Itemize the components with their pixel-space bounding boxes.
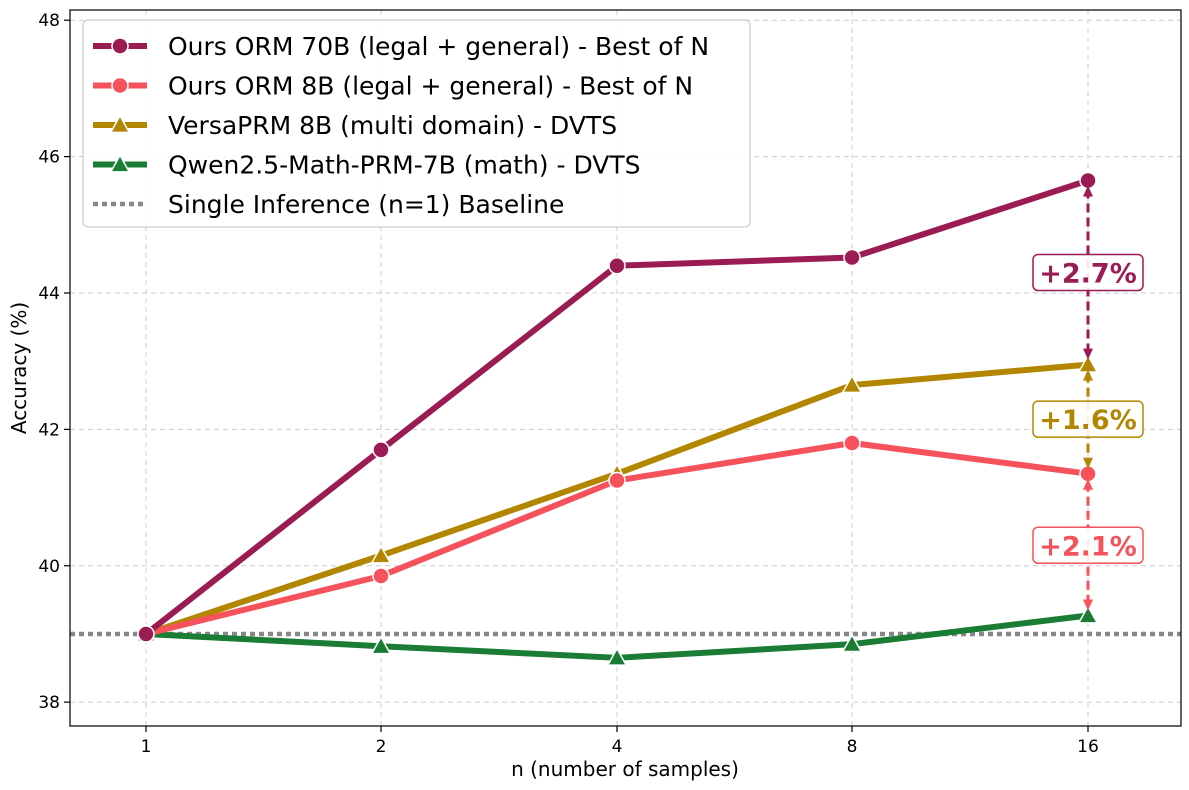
data-point-qwen xyxy=(606,647,628,666)
legend-label: Ours ORM 8B (legal + general) - Best of … xyxy=(168,72,693,101)
data-point-qwen xyxy=(1077,604,1099,624)
x-axis-ticks: 1 2 4 8 16 xyxy=(141,726,1099,757)
legend-entry-versaprm: VersaPRM 8B (multi domain) - DVTS xyxy=(93,111,617,140)
arrow-head-down xyxy=(1083,457,1093,469)
y-tick-label: 42 xyxy=(38,420,60,440)
legend-label: Qwen2.5-Math-PRM-7B (math) - DVTS xyxy=(168,151,641,180)
x-tick-label: 2 xyxy=(376,737,387,757)
arrow-head-up xyxy=(1083,478,1093,490)
x-axis-label: n (number of samples) xyxy=(511,757,739,781)
legend-marker xyxy=(109,153,131,173)
arrow-head-up xyxy=(1083,369,1093,381)
legend-label: Single Inference (n=1) Baseline xyxy=(168,190,564,219)
y-axis-ticks: 38 40 42 44 46 48 xyxy=(38,11,70,713)
data-point-qwen xyxy=(370,635,392,655)
annotation-layer: +2.7% +1.6% +2.1% xyxy=(1032,185,1144,611)
arrow-head-up xyxy=(1083,185,1093,197)
legend-frame xyxy=(82,19,751,228)
y-tick-label: 44 xyxy=(38,284,60,304)
x-tick-label: 1 xyxy=(141,737,152,757)
series-orm70b xyxy=(137,171,1097,643)
data-point-orm8b xyxy=(372,567,390,585)
annotation-box xyxy=(1032,253,1144,292)
arrow-head-down xyxy=(1083,599,1093,611)
arrow-head-down xyxy=(1083,348,1093,360)
annotation-2: +2.1% xyxy=(1032,478,1144,611)
data-point-orm8b xyxy=(843,434,861,452)
y-tick-label: 48 xyxy=(38,11,60,31)
legend-label: VersaPRM 8B (multi domain) - DVTS xyxy=(168,111,617,140)
data-point-orm70b xyxy=(608,256,626,275)
data-point-orm70b xyxy=(372,441,390,459)
legend-marker xyxy=(111,37,129,55)
annotation-1: +1.6% xyxy=(1032,369,1144,469)
data-point-orm70b xyxy=(137,625,155,643)
annotation-label: +2.1% xyxy=(1039,531,1137,562)
data-point-versaprm xyxy=(370,544,392,564)
annotation-box xyxy=(1032,400,1144,438)
data-point-orm8b xyxy=(608,471,626,490)
series-layer xyxy=(135,171,1099,666)
legend: Ours ORM 70B (legal + general) - Best of… xyxy=(82,19,751,228)
annotation-0: +2.7% xyxy=(1032,185,1144,360)
legend-entry-orm8b: Ours ORM 8B (legal + general) - Best of … xyxy=(93,72,693,101)
annotation-label: +2.7% xyxy=(1039,259,1137,290)
legend-label: Ours ORM 70B (legal + general) - Best of… xyxy=(168,32,709,61)
y-axis-label: Accuracy (%) xyxy=(7,302,31,434)
x-tick-label: 4 xyxy=(612,737,623,757)
plot-frame xyxy=(69,9,1182,727)
legend-marker xyxy=(109,114,131,134)
data-point-qwen xyxy=(841,633,863,653)
y-tick-label: 40 xyxy=(38,557,60,577)
data-point-orm70b xyxy=(843,248,861,267)
x-tick-label: 8 xyxy=(847,737,858,757)
legend-entry-baseline: Single Inference (n=1) Baseline xyxy=(93,190,564,219)
legend-entry-orm70b: Ours ORM 70B (legal + general) - Best of… xyxy=(93,32,709,61)
legend-entry-qwen: Qwen2.5-Math-PRM-7B (math) - DVTS xyxy=(93,151,641,180)
x-tick-label: 16 xyxy=(1077,737,1099,757)
annotation-label: +1.6% xyxy=(1039,405,1137,436)
y-tick-label: 46 xyxy=(38,148,60,168)
annotation-box xyxy=(1032,526,1144,565)
legend-marker xyxy=(111,76,129,95)
y-tick-label: 38 xyxy=(38,693,60,713)
data-point-versaprm xyxy=(841,374,863,394)
